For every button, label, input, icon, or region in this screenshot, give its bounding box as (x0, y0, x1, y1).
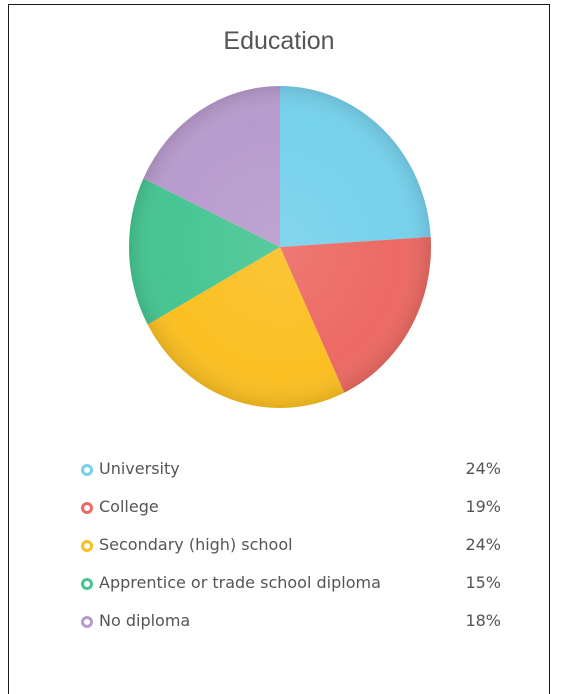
legend-item[interactable]: University 24% (81, 450, 501, 488)
legend-marker-icon (81, 502, 93, 514)
chart-legend: University 24% College 19% Secondary (high) … (81, 450, 501, 640)
chart-card: Education University 24% College 19% Seconda… (8, 4, 550, 694)
legend-value: 18% (465, 611, 501, 630)
legend-item[interactable]: Secondary (high) school 24% (81, 526, 501, 564)
legend-item[interactable]: No diploma 18% (81, 602, 501, 640)
pie-slice-university[interactable] (280, 86, 431, 247)
legend-marker-icon (81, 616, 93, 628)
chart-title: Education (223, 27, 335, 55)
legend-label: No diploma (99, 611, 191, 630)
legend-value: 24% (465, 535, 501, 554)
legend-value: 19% (465, 497, 501, 516)
legend-label: College (99, 497, 159, 516)
legend-value: 24% (465, 459, 501, 478)
legend-item[interactable]: College 19% (81, 488, 501, 526)
legend-label: University (99, 459, 180, 478)
legend-marker-icon (81, 464, 93, 476)
legend-marker-icon (81, 540, 93, 552)
legend-marker-icon (81, 578, 93, 590)
legend-item[interactable]: Apprentice or trade school diploma 15% (81, 564, 501, 602)
legend-label: Secondary (high) school (99, 535, 293, 554)
pie-chart (129, 86, 431, 408)
pie-slices (129, 86, 431, 408)
legend-label: Apprentice or trade school diploma (99, 573, 381, 592)
legend-value: 15% (465, 573, 501, 592)
